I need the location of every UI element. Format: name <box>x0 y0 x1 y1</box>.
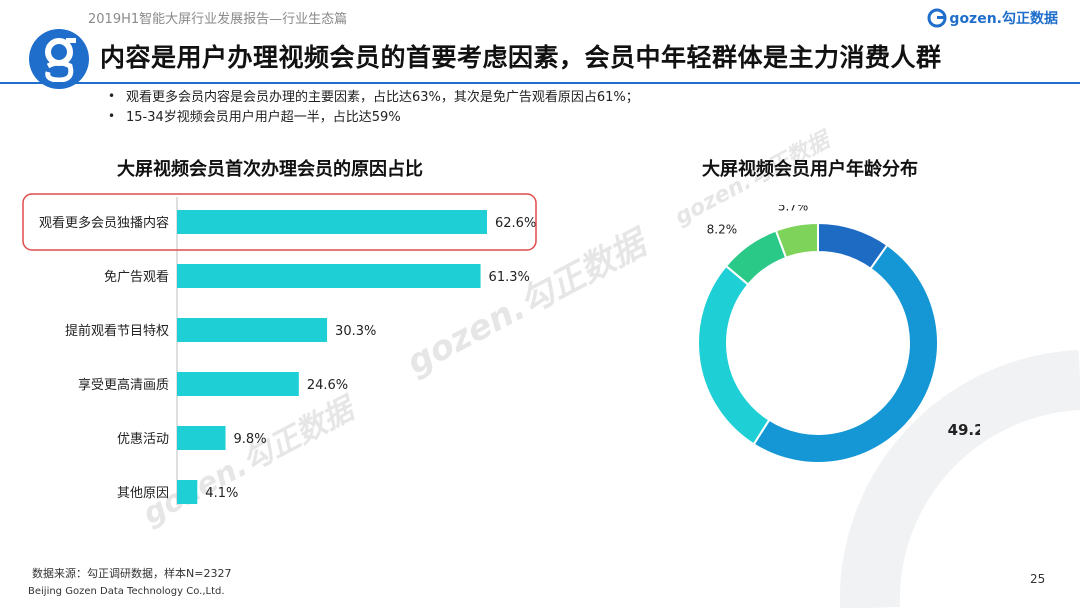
donut-slice <box>697 264 771 446</box>
bullet-text: 观看更多会员内容是会员办理的主要因素，占比达63%，其次是免广告观看原因占61%… <box>126 90 639 105</box>
bar <box>177 264 481 288</box>
report-subtitle: 2019H1智能大屏行业发展报告—行业生态篇 <box>88 12 348 27</box>
bar-chart: 观看更多会员独播内容 62.6% 免广告观看 61.3% 提前观看节目特权 30.3% 享受… <box>22 193 537 505</box>
donut-value-label: 8.2% <box>707 223 738 237</box>
logo-text: gozen.勾正数据 <box>949 11 1058 27</box>
bar-category-label: 其他原因 <box>117 486 169 501</box>
donut-value-label: 49.2% <box>948 421 980 439</box>
bullet-symbol: • <box>108 108 116 123</box>
brand-logo: gozen.勾正数据 <box>927 6 1058 30</box>
bar-category-label: 免广告观看 <box>104 269 169 285</box>
bar-chart-title: 大屏视频会员首次办理会员的原因占比 <box>117 159 423 180</box>
bullet-item-1: • 观看更多会员内容是会员办理的主要因素，占比达63%，其次是免广告观看原因占6… <box>108 86 639 106</box>
header-divider <box>0 82 1080 84</box>
logo-g-icon <box>927 8 947 28</box>
bar-value-label: 30.3% <box>335 324 376 339</box>
highlight-box <box>22 193 537 251</box>
donut-slice <box>774 221 819 260</box>
bullet-item-2: • 15-34岁视频会员用户用户超一半，占比达59% <box>108 106 401 126</box>
brand-g-mark-icon <box>29 29 89 89</box>
bar-category-label: 提前观看节目特权 <box>65 323 169 339</box>
bar-category-label: 观看更多会员独播内容 <box>39 215 169 231</box>
bar-value-label: 24.6% <box>307 378 348 393</box>
donut-value-label: 5.7% <box>778 205 809 213</box>
bar-category-label: 优惠活动 <box>117 432 169 447</box>
page-number: 25 <box>1030 572 1046 586</box>
page-title: 内容是用户办理视频会员的首要考虑因素，会员中年轻群体是主力消费人群 <box>100 43 942 72</box>
donut-chart: 9.8%49.2%27.1%8.2%5.7% <box>697 205 980 464</box>
company-name: Beijing Gozen Data Technology Co.,Ltd. <box>28 586 225 597</box>
bar-value-label: 4.1% <box>205 486 238 501</box>
bar-value-label: 9.8% <box>234 432 267 447</box>
bar <box>177 426 226 450</box>
bar-value-label: 62.6% <box>495 216 536 231</box>
donut-slice <box>752 243 939 464</box>
bar <box>177 210 487 234</box>
bar <box>177 318 328 342</box>
watermark-arc <box>839 350 1080 608</box>
bar <box>177 372 299 396</box>
source-note: 数据来源：勾正调研数据，样本N=2327 <box>32 567 232 580</box>
bullet-text: 15-34岁视频会员用户用户超一半，占比达59% <box>126 110 401 125</box>
bar <box>177 480 198 504</box>
donut-chart-title: 大屏视频会员用户年龄分布 <box>702 159 918 180</box>
bar-value-label: 61.3% <box>489 270 530 285</box>
bullet-symbol: • <box>108 88 116 103</box>
bar-category-label: 享受更高清画质 <box>78 377 169 393</box>
